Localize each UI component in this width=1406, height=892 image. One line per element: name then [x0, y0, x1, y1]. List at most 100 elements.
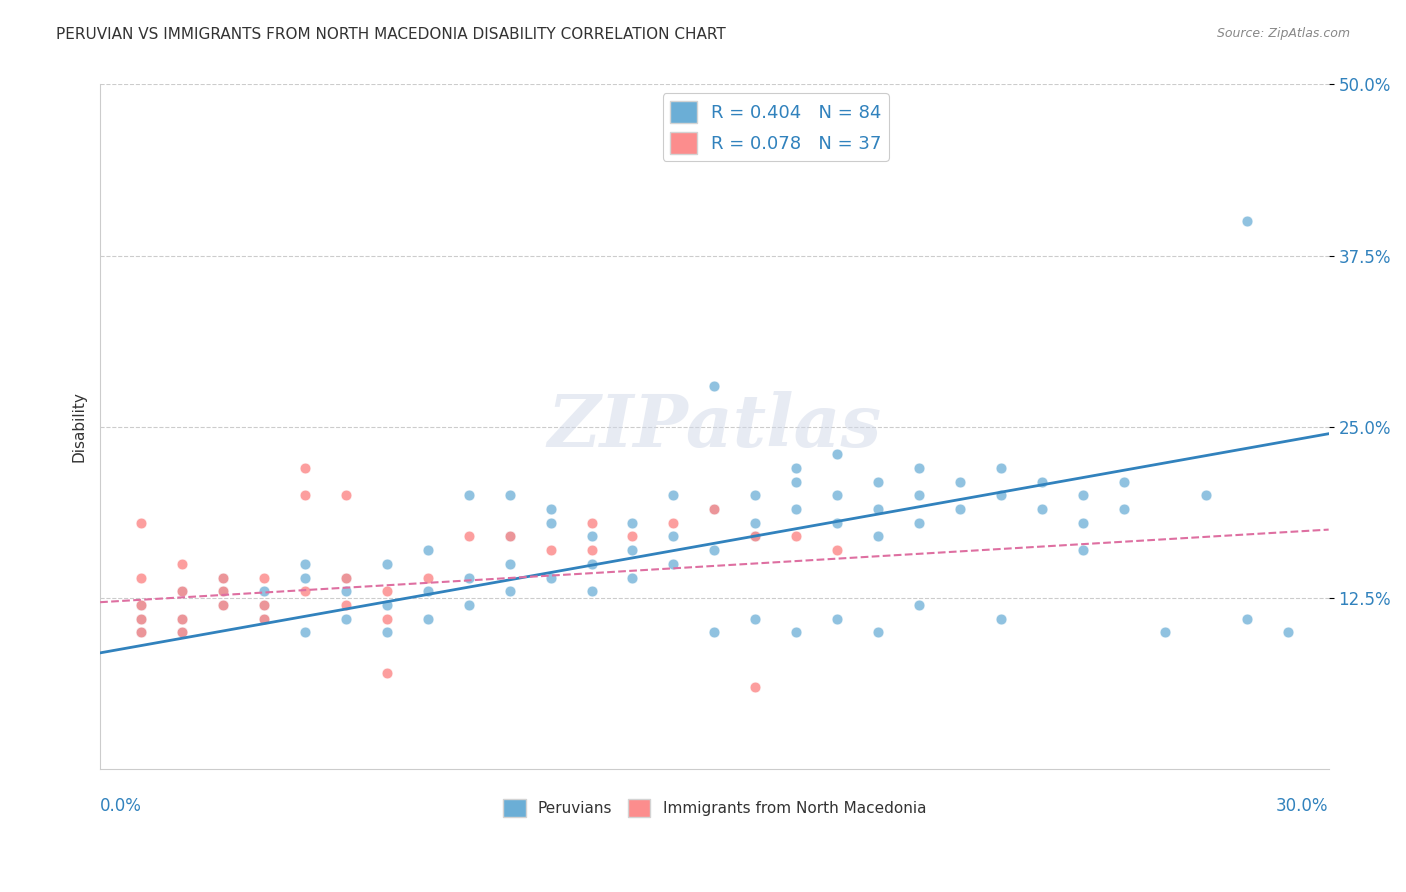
Point: [703, 625, 725, 640]
Point: [1071, 543, 1094, 558]
Point: [416, 612, 439, 626]
Point: [498, 584, 520, 599]
Point: [1236, 612, 1258, 626]
Point: [375, 557, 398, 571]
Point: [1071, 488, 1094, 502]
Point: [825, 543, 848, 558]
Point: [990, 488, 1012, 502]
Point: [253, 570, 276, 584]
Text: PERUVIAN VS IMMIGRANTS FROM NORTH MACEDONIA DISABILITY CORRELATION CHART: PERUVIAN VS IMMIGRANTS FROM NORTH MACEDO…: [56, 27, 725, 42]
Point: [170, 612, 193, 626]
Point: [294, 584, 316, 599]
Point: [825, 612, 848, 626]
Point: [416, 584, 439, 599]
Text: 0.0%: 0.0%: [100, 797, 142, 814]
Point: [581, 529, 603, 543]
Point: [129, 598, 152, 612]
Point: [744, 516, 766, 530]
Point: [335, 598, 357, 612]
Point: [744, 488, 766, 502]
Text: ZIPatlas: ZIPatlas: [547, 392, 882, 462]
Point: [170, 612, 193, 626]
Point: [253, 612, 276, 626]
Point: [294, 570, 316, 584]
Point: [212, 570, 235, 584]
Point: [416, 570, 439, 584]
Point: [1112, 475, 1135, 489]
Point: [949, 475, 972, 489]
Point: [129, 625, 152, 640]
Point: [294, 625, 316, 640]
Point: [540, 502, 562, 516]
Point: [170, 625, 193, 640]
Point: [825, 447, 848, 461]
Point: [1236, 214, 1258, 228]
Point: [498, 529, 520, 543]
Point: [294, 488, 316, 502]
Point: [375, 666, 398, 681]
Point: [662, 529, 685, 543]
Point: [375, 612, 398, 626]
Point: [785, 475, 807, 489]
Point: [1277, 625, 1299, 640]
Point: [212, 598, 235, 612]
Point: [170, 625, 193, 640]
Point: [662, 557, 685, 571]
Point: [457, 488, 479, 502]
Point: [335, 488, 357, 502]
Point: [253, 612, 276, 626]
Point: [129, 598, 152, 612]
Point: [1112, 502, 1135, 516]
Point: [335, 570, 357, 584]
Point: [868, 625, 890, 640]
Point: [416, 543, 439, 558]
Point: [868, 529, 890, 543]
Text: Source: ZipAtlas.com: Source: ZipAtlas.com: [1216, 27, 1350, 40]
Point: [703, 502, 725, 516]
Point: [744, 529, 766, 543]
Point: [212, 598, 235, 612]
Point: [990, 612, 1012, 626]
Point: [825, 516, 848, 530]
Point: [662, 516, 685, 530]
Point: [908, 488, 931, 502]
Point: [868, 475, 890, 489]
Point: [457, 570, 479, 584]
Text: 30.0%: 30.0%: [1277, 797, 1329, 814]
Point: [457, 529, 479, 543]
Point: [498, 557, 520, 571]
Point: [785, 461, 807, 475]
Point: [1071, 516, 1094, 530]
Point: [540, 543, 562, 558]
Point: [703, 502, 725, 516]
Point: [744, 529, 766, 543]
Point: [540, 570, 562, 584]
Point: [908, 598, 931, 612]
Point: [335, 584, 357, 599]
Point: [949, 502, 972, 516]
Point: [170, 584, 193, 599]
Point: [1031, 475, 1053, 489]
Point: [581, 516, 603, 530]
Point: [212, 570, 235, 584]
Point: [1195, 488, 1218, 502]
Point: [212, 584, 235, 599]
Point: [375, 598, 398, 612]
Point: [129, 612, 152, 626]
Point: [498, 529, 520, 543]
Point: [825, 488, 848, 502]
Point: [212, 584, 235, 599]
Point: [1031, 502, 1053, 516]
Point: [129, 570, 152, 584]
Point: [990, 461, 1012, 475]
Point: [785, 625, 807, 640]
Point: [457, 598, 479, 612]
Point: [129, 516, 152, 530]
Point: [621, 570, 644, 584]
Point: [129, 625, 152, 640]
Point: [253, 598, 276, 612]
Point: [621, 529, 644, 543]
Point: [703, 543, 725, 558]
Point: [581, 557, 603, 571]
Point: [662, 488, 685, 502]
